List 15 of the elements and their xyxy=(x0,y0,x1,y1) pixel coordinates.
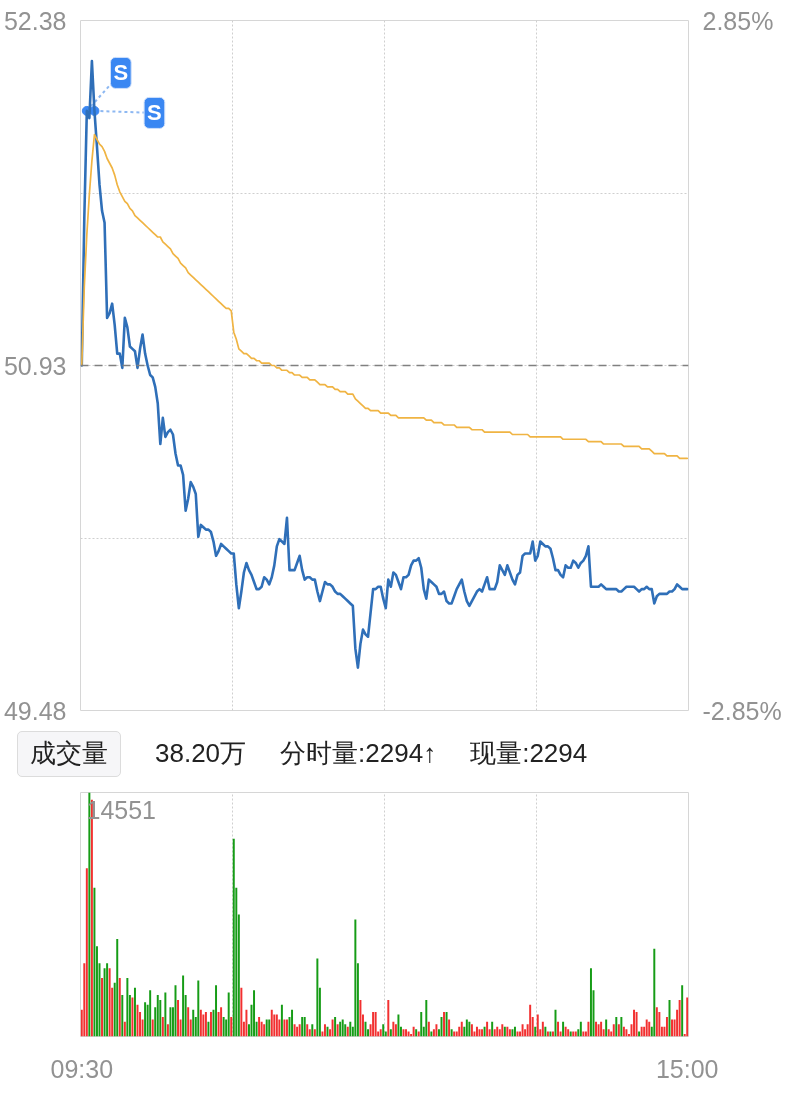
y2-tick-label: -2.85% xyxy=(702,696,782,725)
line-series xyxy=(80,133,689,460)
series-label: S xyxy=(113,60,129,86)
text: 现量:2294 xyxy=(470,737,588,771)
y-tick-label: 52.38 xyxy=(3,6,67,35)
y-tick-label: 49.48 xyxy=(3,696,67,725)
y-tick-label: 50.93 xyxy=(3,351,67,380)
text: 成交量 xyxy=(17,731,121,777)
x-tick-label: 09:30 xyxy=(50,1054,114,1083)
y2-tick-label: 2.85% xyxy=(702,6,774,35)
text: 38.20万 xyxy=(155,737,247,771)
line-series xyxy=(80,59,689,669)
x-tick-label: 15:00 xyxy=(655,1054,719,1083)
text: S xyxy=(147,100,162,126)
text: 分时量:2294↑ xyxy=(280,737,437,771)
